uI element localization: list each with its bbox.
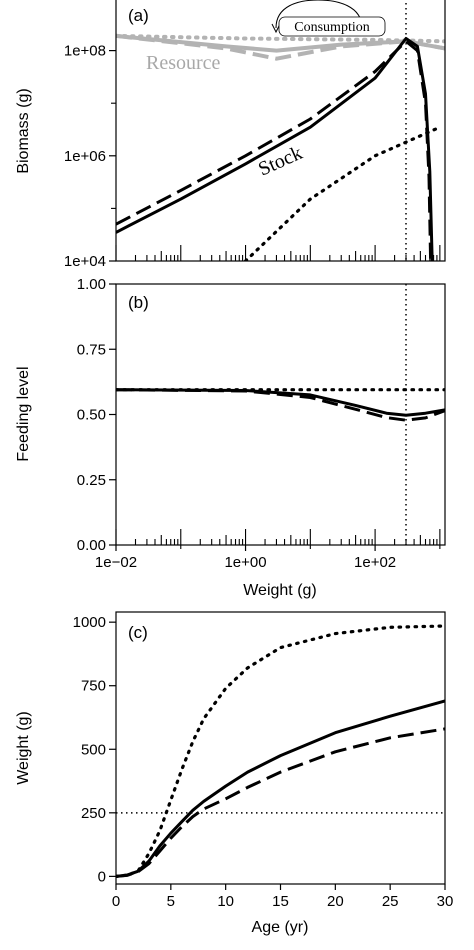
panel-c-x-axis: 0 5 10 15 20 25 30 (112, 884, 454, 910)
panel-b-y-axis: 0.00 0.25 0.50 0.75 1.00 (77, 276, 116, 554)
x-tick-label: 20 (327, 893, 344, 910)
panel-c-frame (115, 611, 446, 885)
consumption-label: Consumption (294, 20, 369, 35)
x-tick-label: 5 (167, 893, 175, 910)
panel-a-y-axis: 1e+04 1e+06 1e+08 (64, 43, 116, 270)
x-tick-label: 1e+02 (354, 554, 396, 571)
panel-b-xlabel: Weight (g) (243, 582, 317, 599)
x-tick-label: 1e+00 (224, 554, 266, 571)
resource-annotation: Resource (146, 52, 221, 74)
panel-b-x-axis: 1e−02 1e+00 1e+02 (95, 545, 441, 571)
panel-a-label: (a) (128, 6, 149, 25)
x-tick-label: 30 (437, 893, 454, 910)
y-tick-label: 0.00 (77, 537, 106, 554)
panel-c-label: (c) (128, 623, 148, 642)
consumption-arrow (275, 0, 363, 29)
panel-b-label: (b) (128, 293, 149, 312)
consumption-label-box (278, 16, 386, 37)
consumption-annotation: Consumption (271, 0, 386, 37)
y-tick-label: 1e+08 (64, 43, 106, 60)
panel-b-ylabel: Feeding level (15, 366, 32, 461)
x-tick-label: 1e−02 (95, 554, 137, 571)
dashed-series-line (116, 388, 445, 422)
y-tick-label: 1000 (73, 614, 106, 631)
panel-c-y-axis: 0 250 500 750 1000 (73, 614, 116, 885)
panel-c-ylabel: Weight (g) (15, 711, 32, 785)
y-tick-label: 0.25 (77, 472, 106, 489)
panel-c: 0 250 500 750 1000 0 5 10 15 20 25 30 (c) Weight (… (15, 611, 454, 936)
y-tick-label: 250 (81, 805, 106, 822)
panel-a-series (116, 0, 445, 261)
panel-a: 1e+04 1e+06 1e+08 (a) Biomass (g) Resource… (15, 0, 446, 270)
panel-b-rug-ticks (115, 529, 441, 545)
panel-b-series (116, 284, 445, 545)
x-tick-label: 15 (272, 893, 289, 910)
panel-c-series (116, 624, 445, 878)
x-tick-label: 10 (217, 893, 234, 910)
panel-b-frame (115, 283, 446, 546)
panel-a-ylabel: Biomass (g) (15, 88, 32, 173)
y-tick-label: 0.75 (77, 341, 106, 358)
y-tick-label: 1.00 (77, 276, 106, 293)
y-tick-label: 500 (81, 741, 106, 758)
panel-b: 0.00 0.25 0.50 0.75 1.00 1e−02 1e+00 1e+02 (b)… (15, 276, 446, 599)
stock-dashed-series-line (116, 39, 433, 261)
panel-a-frame (115, 0, 446, 262)
stock-dotted-series-line (243, 125, 442, 261)
dashed-series-line (116, 727, 445, 878)
y-tick-label: 750 (81, 678, 106, 695)
solid-series-line (116, 699, 445, 878)
y-tick-label: 1e+04 (64, 253, 106, 270)
panel-c-xlabel: Age (yr) (252, 919, 309, 936)
panel-a-rug-ticks (115, 245, 441, 261)
x-tick-label: 25 (382, 893, 399, 910)
x-tick-label: 0 (112, 893, 120, 910)
y-tick-label: 0.50 (77, 407, 106, 424)
y-tick-label: 1e+06 (64, 148, 106, 165)
y-tick-label: 0 (98, 868, 106, 885)
